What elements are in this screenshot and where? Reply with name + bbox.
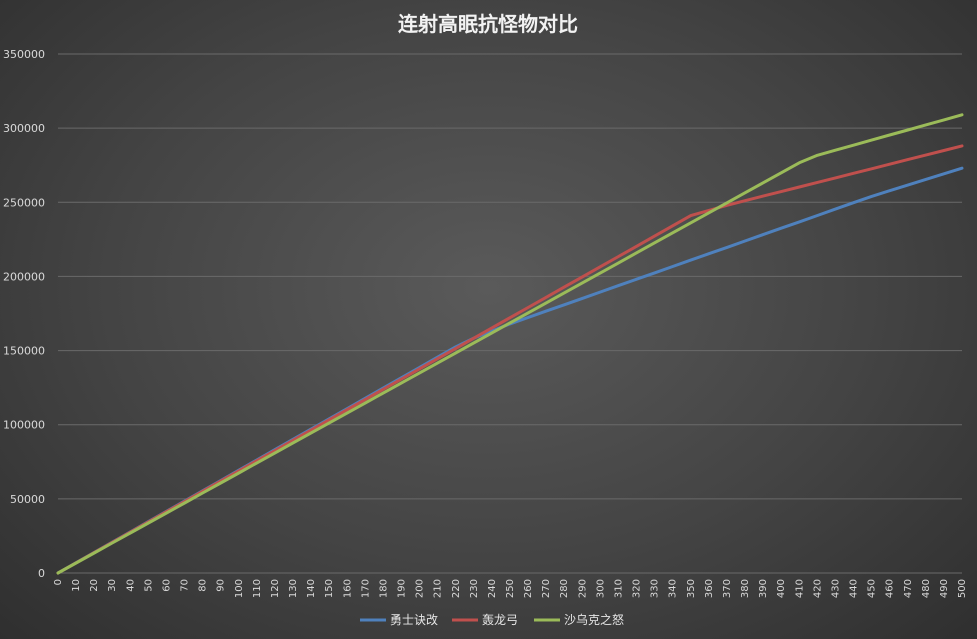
y-tick-label: 300000	[3, 122, 45, 135]
series-line-3	[56, 113, 964, 575]
y-tick-label: 100000	[3, 419, 45, 432]
y-tick-label: 150000	[3, 345, 45, 358]
x-tick-label: 40	[125, 579, 136, 592]
x-tick-label: 400	[776, 579, 787, 598]
y-tick-label: 50000	[10, 493, 45, 506]
x-tick-label: 150	[324, 579, 335, 598]
x-tick-label: 270	[541, 579, 552, 598]
x-tick-label: 450	[867, 579, 878, 598]
x-tick-label: 230	[469, 579, 480, 598]
x-tick-label: 310	[613, 579, 624, 598]
x-tick-label: 0	[53, 579, 64, 585]
series-line-1	[56, 166, 964, 575]
x-tick-label: 90	[216, 579, 227, 592]
x-tick-label: 170	[360, 579, 371, 598]
x-tick-label: 360	[704, 579, 715, 598]
series-lines	[56, 113, 964, 575]
x-tick-label: 410	[794, 579, 805, 598]
x-tick-label: 240	[487, 579, 498, 598]
gridlines	[58, 53, 962, 574]
y-axis-ticks: 0 50000 100000 150000 200000 250000 300000 3500…	[3, 48, 45, 580]
x-tick-label: 290	[577, 579, 588, 598]
y-tick-label: 250000	[3, 196, 45, 209]
x-tick-label: 350	[686, 579, 697, 598]
x-tick-label: 320	[632, 579, 643, 598]
x-tick-label: 70	[180, 579, 191, 592]
x-tick-label: 440	[849, 579, 860, 598]
x-tick-label: 100	[234, 579, 245, 598]
x-tick-label: 260	[523, 579, 534, 598]
x-tick-label: 500	[957, 579, 968, 598]
y-tick-label: 0	[38, 567, 45, 580]
legend: 勇士诀改 轰龙弓 沙乌克之怒	[360, 612, 624, 627]
x-tick-label: 130	[288, 579, 299, 598]
x-tick-label: 180	[378, 579, 389, 598]
x-tick-label: 30	[107, 579, 118, 592]
x-tick-label: 390	[758, 579, 769, 598]
x-tick-label: 80	[198, 579, 209, 592]
x-tick-label: 10	[71, 579, 82, 592]
x-tick-label: 380	[740, 579, 751, 598]
x-tick-label: 110	[252, 579, 263, 598]
y-tick-label: 350000	[3, 48, 45, 61]
x-tick-label: 280	[559, 579, 570, 598]
x-tick-label: 480	[921, 579, 932, 598]
x-tick-label: 460	[885, 579, 896, 598]
x-tick-label: 470	[903, 579, 914, 598]
x-tick-label: 340	[668, 579, 679, 598]
x-tick-label: 370	[722, 579, 733, 598]
legend-label: 沙乌克之怒	[564, 612, 624, 627]
x-tick-label: 250	[505, 579, 516, 598]
x-tick-label: 20	[89, 579, 100, 592]
x-tick-label: 120	[270, 579, 281, 598]
x-tick-label: 60	[161, 579, 172, 592]
x-tick-label: 160	[342, 579, 353, 598]
legend-label: 轰龙弓	[482, 612, 518, 627]
x-tick-label: 430	[830, 579, 841, 598]
x-tick-label: 140	[306, 579, 317, 598]
x-tick-label: 490	[939, 579, 950, 598]
series-line-2	[56, 144, 964, 575]
x-tick-label: 200	[415, 579, 426, 598]
x-tick-label: 300	[595, 579, 606, 598]
x-tick-label: 420	[812, 579, 823, 598]
y-tick-label: 200000	[3, 270, 45, 283]
x-tick-label: 50	[143, 579, 154, 592]
x-tick-label: 220	[451, 579, 462, 598]
x-tick-label: 190	[397, 579, 408, 598]
x-axis-ticks: 0 10 20 30 40 50 60 70 80 90 100 110 120 130 140 150 160…	[53, 579, 968, 598]
legend-label: 勇士诀改	[390, 613, 438, 627]
x-tick-label: 210	[433, 579, 444, 598]
chart-title: 连射高眠抗怪物对比	[398, 12, 578, 36]
x-tick-label: 330	[650, 579, 661, 598]
